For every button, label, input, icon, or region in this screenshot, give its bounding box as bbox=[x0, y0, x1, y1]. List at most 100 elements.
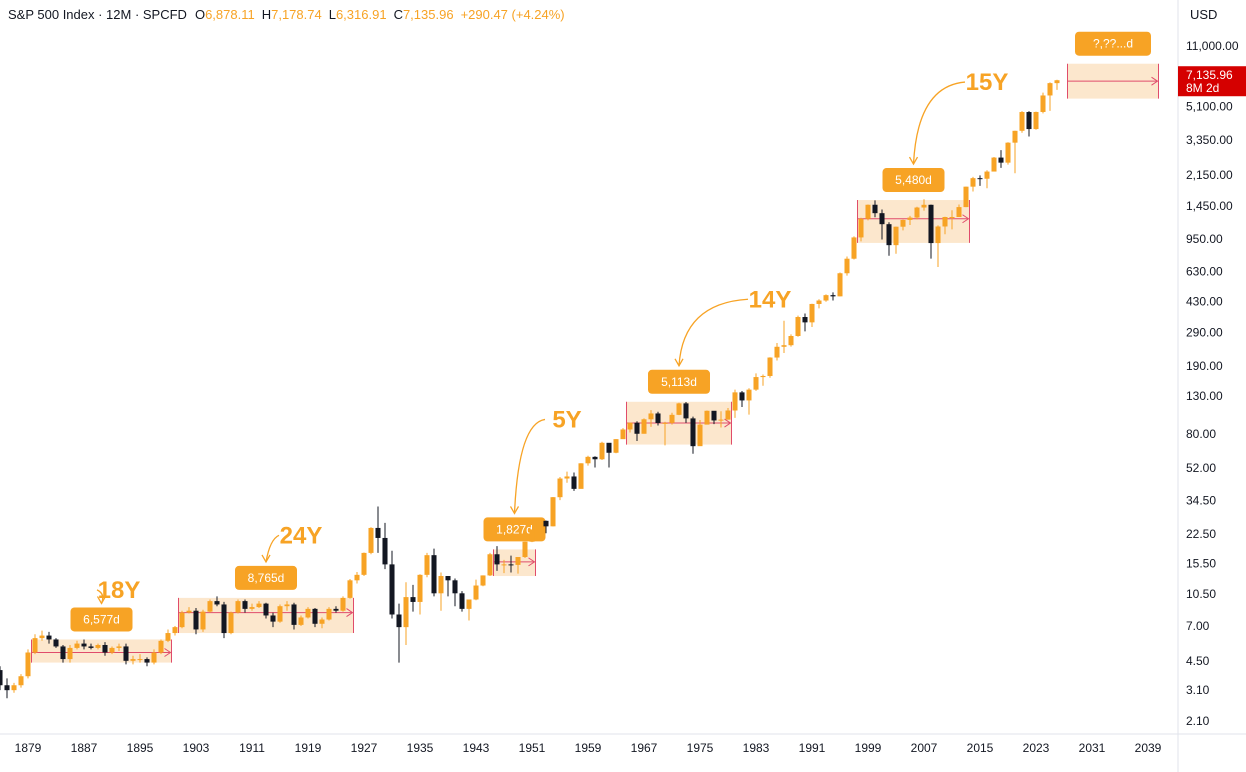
candle-body bbox=[935, 226, 941, 244]
candle-body bbox=[109, 647, 115, 653]
x-tick-label: 1999 bbox=[855, 741, 882, 755]
y-tick-label: 630.00 bbox=[1186, 264, 1223, 278]
candle-body bbox=[914, 207, 920, 218]
candle-body bbox=[354, 574, 360, 581]
candle-body bbox=[179, 612, 185, 628]
x-tick-label: 1919 bbox=[295, 741, 322, 755]
candle-body bbox=[529, 529, 535, 542]
price-axis[interactable]: USD 11,000.00 5,100.00 3,350.00 2,150.00 1,45… bbox=[1178, 7, 1246, 728]
candle-body bbox=[347, 580, 353, 598]
x-tick-label: 1879 bbox=[15, 741, 42, 755]
candle-body bbox=[487, 554, 493, 576]
candle-body bbox=[25, 652, 31, 677]
candle-body bbox=[977, 178, 983, 180]
box-duration-label-bg bbox=[648, 369, 710, 394]
candle-body bbox=[1005, 142, 1011, 163]
candle-body bbox=[641, 419, 647, 434]
x-tick-label: 1975 bbox=[687, 741, 714, 755]
x-tick-label: 1903 bbox=[183, 741, 210, 755]
candle-body bbox=[221, 604, 227, 634]
y-tick-label: 950.00 bbox=[1186, 232, 1223, 246]
candle-body bbox=[410, 597, 416, 602]
y-tick-label: 4.50 bbox=[1186, 654, 1210, 668]
candle-body bbox=[186, 610, 192, 613]
x-tick-label: 2031 bbox=[1079, 741, 1106, 755]
cycle-duration-annotation: 5Y bbox=[552, 406, 581, 433]
last-price-tag bbox=[1178, 66, 1246, 97]
candle-body bbox=[557, 478, 563, 498]
candle-body bbox=[788, 336, 794, 346]
candle-body bbox=[550, 497, 556, 527]
candle-body bbox=[760, 375, 766, 378]
candle-body bbox=[571, 476, 577, 489]
candle-layer bbox=[0, 79, 1060, 699]
candle-body bbox=[543, 520, 549, 527]
x-tick-label: 2039 bbox=[1135, 741, 1162, 755]
candle-body bbox=[151, 652, 157, 663]
candle-body bbox=[900, 219, 906, 227]
candle-body bbox=[298, 617, 304, 625]
candle-body bbox=[1019, 112, 1025, 131]
candle-body bbox=[242, 601, 248, 609]
box-duration-label-bg bbox=[235, 565, 297, 590]
candle-body bbox=[445, 576, 451, 581]
open-key: O bbox=[194, 6, 206, 22]
candle-body bbox=[88, 646, 94, 648]
candle-body bbox=[270, 615, 276, 622]
candle-body bbox=[620, 429, 626, 440]
annotation-arrow bbox=[513, 418, 546, 514]
candle-body bbox=[1012, 130, 1018, 143]
candle-body bbox=[249, 607, 255, 609]
candle-body bbox=[711, 410, 717, 421]
candle-body bbox=[795, 317, 801, 337]
candle-body bbox=[683, 403, 689, 419]
high-value: 7,178.74 bbox=[271, 6, 322, 22]
candle-body bbox=[872, 204, 878, 214]
candle-body bbox=[158, 640, 164, 653]
time-axis[interactable]: 1879 1887 1895 1903 1911 1919 1927 1935 1943 1951… bbox=[15, 741, 1162, 755]
consolidation-box bbox=[493, 549, 536, 577]
candle-body bbox=[228, 612, 234, 634]
candle-body bbox=[67, 647, 73, 660]
candle-body bbox=[753, 377, 759, 390]
low-value: 6,316.91 bbox=[335, 6, 387, 22]
box-duration-label-bg bbox=[70, 607, 133, 632]
candle-body bbox=[655, 413, 661, 423]
candle-body bbox=[522, 541, 528, 558]
candle-body bbox=[102, 644, 108, 653]
candle-body bbox=[1054, 80, 1060, 84]
x-tick-label: 1927 bbox=[351, 741, 378, 755]
annotation-arrow-head bbox=[96, 596, 107, 605]
candle-body bbox=[18, 676, 24, 686]
consolidation-box bbox=[31, 639, 172, 663]
candle-body bbox=[53, 639, 59, 647]
y-tick-label: 190.00 bbox=[1186, 359, 1223, 373]
candle-body bbox=[599, 442, 605, 460]
candle-body bbox=[466, 599, 472, 609]
x-tick-label: 1983 bbox=[743, 741, 770, 755]
candle-body bbox=[32, 638, 38, 653]
box-arrow-head bbox=[1151, 76, 1159, 86]
candle-body bbox=[508, 564, 514, 566]
x-tick-label: 2007 bbox=[911, 741, 938, 755]
candle-body bbox=[984, 171, 990, 179]
candle-body bbox=[592, 456, 598, 460]
candle-body bbox=[137, 659, 143, 661]
box-duration-label: 5,480d bbox=[895, 173, 932, 187]
cycle-duration-annotation: 24Y bbox=[280, 522, 323, 549]
candle-body bbox=[851, 237, 857, 259]
candle-body bbox=[494, 554, 500, 565]
box-duration-label-bg bbox=[1075, 31, 1151, 56]
candle-body bbox=[956, 207, 962, 218]
x-tick-label: 1959 bbox=[575, 741, 602, 755]
x-tick-label: 1935 bbox=[407, 741, 434, 755]
candle-body bbox=[879, 213, 885, 225]
candle-body bbox=[697, 424, 703, 447]
candle-body bbox=[676, 403, 682, 415]
y-tick-label: 15.50 bbox=[1186, 556, 1216, 570]
y-tick-label: 10.50 bbox=[1186, 587, 1216, 601]
x-tick-label: 1911 bbox=[239, 741, 265, 755]
candle-body bbox=[928, 204, 934, 244]
candle-body bbox=[123, 646, 129, 661]
